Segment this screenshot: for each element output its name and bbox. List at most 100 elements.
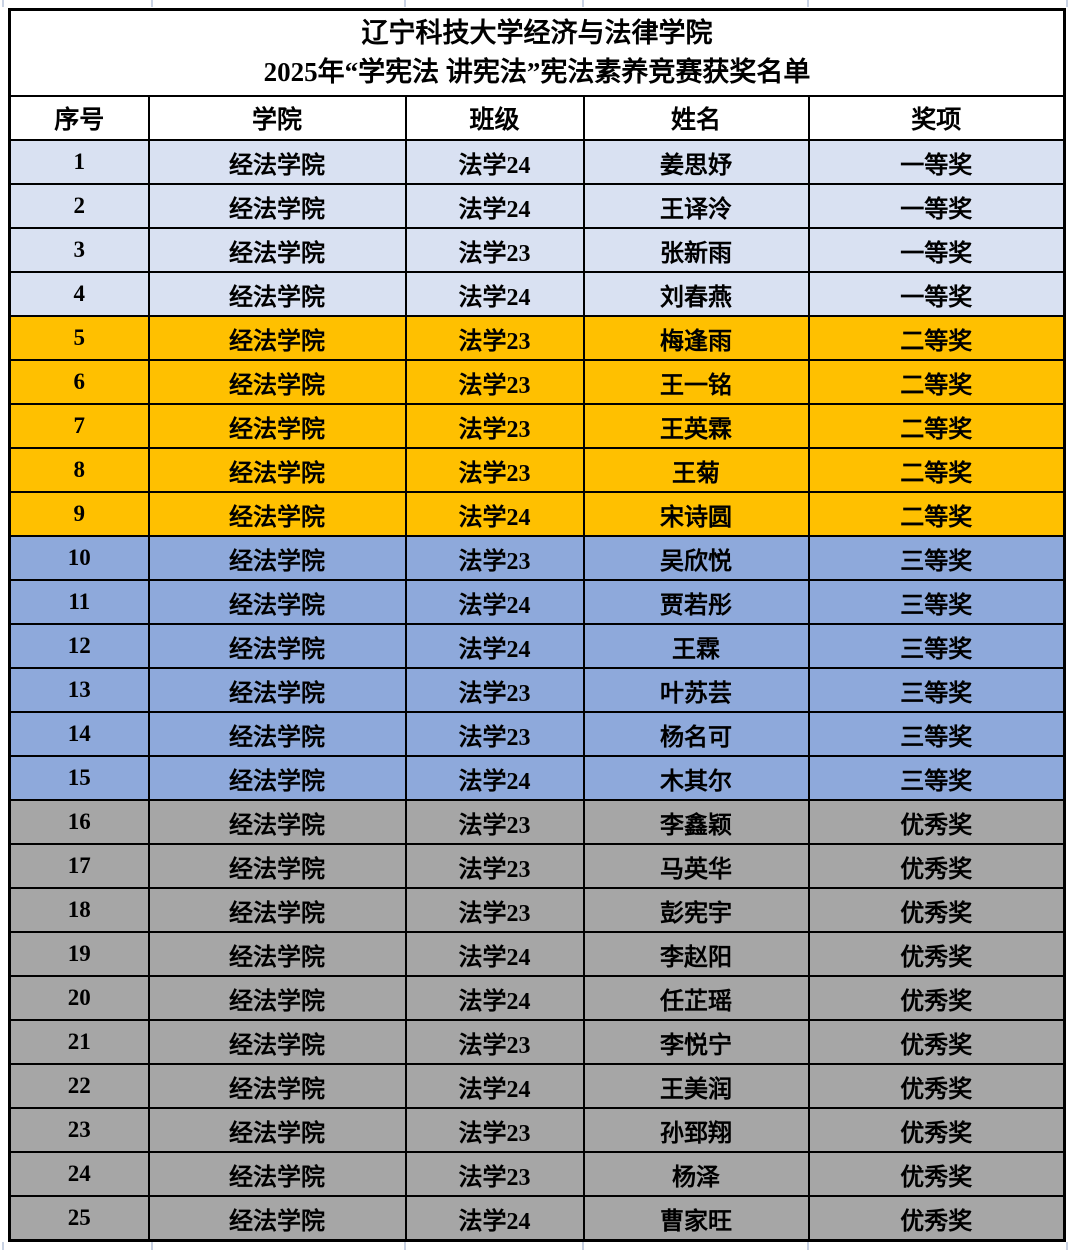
cell-no: 11 bbox=[8, 579, 150, 625]
table-row: 7 经法学院 法学23 王英霖 二等奖 bbox=[8, 403, 1066, 449]
cell-name: 张新雨 bbox=[582, 227, 810, 273]
award-table-container: 辽宁科技大学经济与法律学院 2025年“学宪法 讲宪法”宪法素养竞赛获奖名单 序… bbox=[8, 8, 1067, 1242]
cell-award: 三等奖 bbox=[807, 667, 1066, 713]
cell-award: 优秀奖 bbox=[807, 843, 1066, 889]
table-body: 1 经法学院 法学24 姜思妤 一等奖 2 经法学院 法学24 王译泠 一等奖 3 经法学院 法学23 张… bbox=[8, 139, 1066, 1242]
table-row: 11 经法学院 法学24 贾若彤 三等奖 bbox=[8, 579, 1066, 625]
cell-name: 王一铭 bbox=[582, 359, 810, 405]
cell-class: 法学23 bbox=[404, 711, 585, 757]
table-row: 25 经法学院 法学24 曹家旺 优秀奖 bbox=[8, 1195, 1066, 1242]
cell-name: 李鑫颖 bbox=[582, 799, 810, 845]
gridline-stub bbox=[404, 0, 406, 7]
gridline-stub bbox=[404, 1242, 406, 1250]
cell-no: 3 bbox=[8, 227, 150, 273]
table-row: 3 经法学院 法学23 张新雨 一等奖 bbox=[8, 227, 1066, 273]
cell-college: 经法学院 bbox=[147, 1107, 407, 1153]
cell-award: 二等奖 bbox=[807, 491, 1066, 537]
cell-no: 22 bbox=[8, 1063, 150, 1109]
cell-college: 经法学院 bbox=[147, 975, 407, 1021]
gridline-stub bbox=[2, 0, 4, 7]
gridline-stub bbox=[151, 0, 153, 7]
cell-name: 叶苏芸 bbox=[582, 667, 810, 713]
gridline-stub bbox=[1066, 1242, 1068, 1250]
cell-class: 法学23 bbox=[404, 447, 585, 493]
cell-class: 法学23 bbox=[404, 667, 585, 713]
cell-name: 杨名可 bbox=[582, 711, 810, 757]
cell-college: 经法学院 bbox=[147, 1151, 407, 1197]
cell-college: 经法学院 bbox=[147, 755, 407, 801]
cell-college: 经法学院 bbox=[147, 139, 407, 185]
cell-award: 优秀奖 bbox=[807, 799, 1066, 845]
table-row: 13 经法学院 法学23 叶苏芸 三等奖 bbox=[8, 667, 1066, 713]
table-row: 9 经法学院 法学24 宋诗圆 二等奖 bbox=[8, 491, 1066, 537]
cell-class: 法学23 bbox=[404, 1019, 585, 1065]
cell-class: 法学24 bbox=[404, 139, 585, 185]
cell-no: 8 bbox=[8, 447, 150, 493]
cell-college: 经法学院 bbox=[147, 315, 407, 361]
gridline-stub bbox=[807, 0, 809, 7]
table-row: 4 经法学院 法学24 刘春燕 一等奖 bbox=[8, 271, 1066, 317]
cell-no: 25 bbox=[8, 1195, 150, 1242]
table-row: 18 经法学院 法学23 彭宪宇 优秀奖 bbox=[8, 887, 1066, 933]
cell-class: 法学23 bbox=[404, 887, 585, 933]
cell-award: 三等奖 bbox=[807, 623, 1066, 669]
gridline-stub bbox=[582, 0, 584, 7]
cell-class: 法学24 bbox=[404, 755, 585, 801]
gridline-stub bbox=[807, 1242, 809, 1250]
gridline-stub bbox=[582, 1242, 584, 1250]
cell-no: 5 bbox=[8, 315, 150, 361]
cell-college: 经法学院 bbox=[147, 931, 407, 977]
table-row: 22 经法学院 法学24 王美润 优秀奖 bbox=[8, 1063, 1066, 1109]
cell-class: 法学23 bbox=[404, 403, 585, 449]
cell-name: 刘春燕 bbox=[582, 271, 810, 317]
cell-no: 6 bbox=[8, 359, 150, 405]
cell-name: 梅逢雨 bbox=[582, 315, 810, 361]
cell-award: 三等奖 bbox=[807, 579, 1066, 625]
cell-class: 法学24 bbox=[404, 975, 585, 1021]
cell-award: 二等奖 bbox=[807, 315, 1066, 361]
title-row: 辽宁科技大学经济与法律学院 2025年“学宪法 讲宪法”宪法素养竞赛获奖名单 bbox=[8, 8, 1066, 97]
cell-class: 法学24 bbox=[404, 1063, 585, 1109]
table-row: 10 经法学院 法学23 吴欣悦 三等奖 bbox=[8, 535, 1066, 581]
cell-college: 经法学院 bbox=[147, 1019, 407, 1065]
cell-college: 经法学院 bbox=[147, 1063, 407, 1109]
column-header-2: 班级 bbox=[404, 95, 585, 141]
cell-college: 经法学院 bbox=[147, 535, 407, 581]
column-header-0: 序号 bbox=[8, 95, 150, 141]
cell-name: 马英华 bbox=[582, 843, 810, 889]
cell-class: 法学23 bbox=[404, 359, 585, 405]
cell-class: 法学23 bbox=[404, 315, 585, 361]
cell-no: 17 bbox=[8, 843, 150, 889]
cell-no: 2 bbox=[8, 183, 150, 229]
cell-name: 王美润 bbox=[582, 1063, 810, 1109]
cell-no: 20 bbox=[8, 975, 150, 1021]
table-row: 6 经法学院 法学23 王一铭 二等奖 bbox=[8, 359, 1066, 405]
cell-no: 10 bbox=[8, 535, 150, 581]
table-row: 12 经法学院 法学24 王霖 三等奖 bbox=[8, 623, 1066, 669]
cell-college: 经法学院 bbox=[147, 843, 407, 889]
cell-award: 二等奖 bbox=[807, 403, 1066, 449]
cell-name: 王霖 bbox=[582, 623, 810, 669]
cell-no: 24 bbox=[8, 1151, 150, 1197]
table-row: 21 经法学院 法学23 李悦宁 优秀奖 bbox=[8, 1019, 1066, 1065]
cell-award: 三等奖 bbox=[807, 755, 1066, 801]
cell-no: 16 bbox=[8, 799, 150, 845]
cell-class: 法学24 bbox=[404, 271, 585, 317]
cell-name: 王译泠 bbox=[582, 183, 810, 229]
cell-class: 法学23 bbox=[404, 227, 585, 273]
cell-name: 彭宪宇 bbox=[582, 887, 810, 933]
cell-no: 21 bbox=[8, 1019, 150, 1065]
cell-college: 经法学院 bbox=[147, 359, 407, 405]
gridline-stub bbox=[151, 1242, 153, 1250]
cell-award: 三等奖 bbox=[807, 711, 1066, 757]
table-row: 19 经法学院 法学24 李赵阳 优秀奖 bbox=[8, 931, 1066, 977]
cell-award: 优秀奖 bbox=[807, 1195, 1066, 1242]
cell-class: 法学23 bbox=[404, 1107, 585, 1153]
gridline-stub bbox=[1066, 0, 1068, 7]
cell-no: 7 bbox=[8, 403, 150, 449]
cell-class: 法学24 bbox=[404, 931, 585, 977]
table-row: 5 经法学院 法学23 梅逢雨 二等奖 bbox=[8, 315, 1066, 361]
cell-award: 优秀奖 bbox=[807, 975, 1066, 1021]
table-row: 24 经法学院 法学23 杨泽 优秀奖 bbox=[8, 1151, 1066, 1197]
cell-award: 优秀奖 bbox=[807, 1107, 1066, 1153]
